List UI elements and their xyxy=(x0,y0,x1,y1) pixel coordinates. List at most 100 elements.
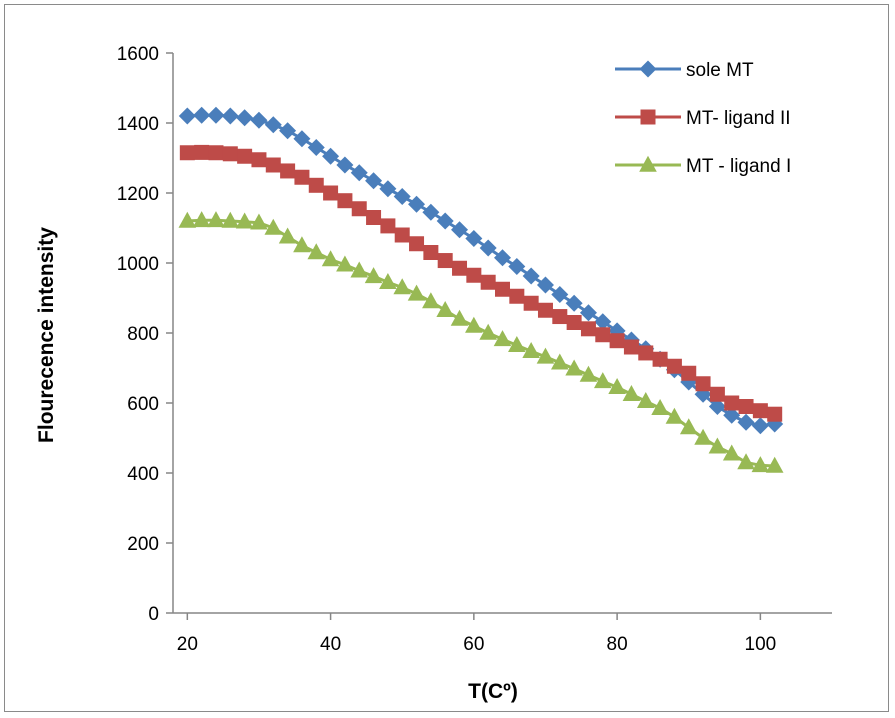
data-point-square xyxy=(308,177,324,193)
y-tick-label: 600 xyxy=(127,394,159,415)
axes: 0 200 400 600 800 1000 1200 1400 1600 20 40 60 80 100 xyxy=(117,44,832,655)
data-point-diamond xyxy=(465,230,483,247)
data-point-triangle xyxy=(264,218,283,235)
data-point-triangle xyxy=(479,323,497,340)
data-point-square xyxy=(394,227,410,243)
data-point-square xyxy=(724,395,740,411)
data-point-square xyxy=(409,236,425,252)
data-point-triangle xyxy=(221,211,240,228)
data-point-square xyxy=(566,315,582,330)
data-point-square xyxy=(179,145,195,161)
data-point-triangle xyxy=(608,378,626,395)
data-point-triangle xyxy=(508,336,526,353)
data-point-square xyxy=(351,201,367,217)
data-point-square xyxy=(738,399,754,414)
y-tick-label: 200 xyxy=(127,534,159,555)
data-point-triangle xyxy=(622,385,641,402)
data-point-triangle xyxy=(364,267,383,284)
data-point-triangle xyxy=(350,261,369,278)
data-point-square xyxy=(280,163,296,179)
data-point-diamond xyxy=(193,106,211,124)
data-point-triangle xyxy=(293,236,311,253)
data-point-diamond xyxy=(365,172,383,190)
data-point-triangle xyxy=(393,278,412,295)
data-point-triangle xyxy=(379,273,397,290)
data-point-diamond xyxy=(494,249,511,267)
x-tick-label: 40 xyxy=(320,634,341,655)
data-point-diamond xyxy=(536,276,554,294)
data-point-diamond xyxy=(751,417,769,435)
data-point-triangle xyxy=(579,365,598,382)
chart-frame: 0 200 400 600 800 1000 1200 1400 1600 20 40 60 80 100… xyxy=(4,4,889,712)
data-point-square xyxy=(480,274,496,290)
data-point-square xyxy=(681,365,697,381)
data-point-square xyxy=(237,148,253,164)
data-point-square xyxy=(709,386,725,402)
legend-entry: MT - ligand I xyxy=(615,155,791,177)
data-point-diamond xyxy=(350,164,368,182)
data-point-diamond xyxy=(236,109,254,127)
data-point-triangle xyxy=(307,243,326,260)
data-point-triangle xyxy=(551,353,569,370)
data-point-square xyxy=(537,302,553,318)
data-point-diamond xyxy=(451,221,469,239)
data-point-triangle xyxy=(450,309,469,326)
legend-marker-triangle xyxy=(639,155,657,172)
data-point-diamond xyxy=(436,212,454,230)
data-point-triangle xyxy=(536,347,555,364)
data-point-diamond xyxy=(708,398,726,415)
legend-label: MT - ligand I xyxy=(686,156,791,177)
data-point-triangle xyxy=(694,428,712,445)
data-point-diamond xyxy=(379,180,397,198)
data-point-square xyxy=(580,321,596,337)
x-axis-title: T(Cº) xyxy=(468,680,518,703)
data-point-square xyxy=(222,146,238,162)
series-mt-ligand-i xyxy=(178,211,784,473)
x-tick-label: 80 xyxy=(607,634,628,655)
series-mt-ligand-ii xyxy=(179,144,783,422)
data-point-diamond xyxy=(422,203,440,221)
legend-entry: sole MT xyxy=(615,60,754,81)
data-point-square xyxy=(752,403,768,419)
data-point-diamond xyxy=(522,267,540,285)
data-point-diamond xyxy=(565,294,583,312)
y-tick-label: 0 xyxy=(148,604,159,625)
data-point-diamond xyxy=(264,116,282,134)
y-tick-label: 1000 xyxy=(117,254,159,275)
data-point-diamond xyxy=(250,111,268,129)
data-point-square xyxy=(552,309,568,325)
data-point-triangle xyxy=(737,453,755,470)
x-tick-label: 20 xyxy=(177,634,198,655)
data-point-diamond xyxy=(336,156,354,174)
x-tick-label: 100 xyxy=(745,634,777,655)
y-axis-title: Flourecence intensity xyxy=(35,227,58,443)
data-point-square xyxy=(666,358,682,374)
data-point-triangle xyxy=(192,211,211,228)
data-point-diamond xyxy=(307,139,325,156)
data-point-square xyxy=(652,351,668,367)
y-tick-label: 1600 xyxy=(117,44,159,65)
data-point-triangle xyxy=(765,456,784,473)
data-point-square xyxy=(194,144,210,160)
data-point-triangle xyxy=(593,372,612,389)
data-point-triangle xyxy=(250,213,268,230)
data-point-triangle xyxy=(636,392,655,409)
data-point-diamond xyxy=(508,258,526,275)
data-point-triangle xyxy=(407,284,426,301)
data-point-triangle xyxy=(522,342,540,358)
data-point-square xyxy=(638,345,654,361)
y-tick-label: 800 xyxy=(127,324,159,345)
data-point-diamond xyxy=(293,130,311,148)
data-point-diamond xyxy=(737,413,755,431)
legend-label: sole MT xyxy=(686,60,754,81)
legend-marker-square xyxy=(640,109,656,125)
data-point-diamond xyxy=(723,406,741,424)
data-point-triangle xyxy=(235,212,254,229)
data-point-diamond xyxy=(322,147,340,165)
legend: sole MT MT- ligand II MT - ligand I xyxy=(615,60,791,177)
data-point-diamond xyxy=(408,195,426,213)
data-point-triangle xyxy=(422,292,440,309)
data-point-square xyxy=(452,260,468,276)
data-point-triangle xyxy=(436,301,454,318)
data-point-square xyxy=(609,333,625,349)
